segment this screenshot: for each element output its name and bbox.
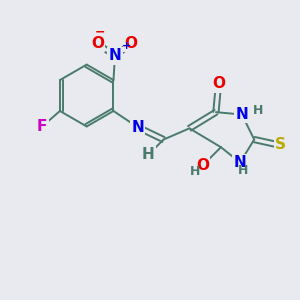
Text: S: S (275, 137, 286, 152)
Text: O: O (124, 36, 138, 51)
Text: H: H (253, 104, 263, 117)
Text: H: H (238, 164, 248, 177)
Text: O: O (196, 158, 209, 173)
Text: +: + (122, 40, 131, 51)
Text: H: H (190, 165, 201, 178)
Text: N: N (234, 155, 247, 170)
Text: F: F (37, 119, 47, 134)
Text: −: − (94, 25, 105, 38)
Text: N: N (236, 107, 248, 122)
Text: O: O (91, 36, 104, 51)
Text: N: N (109, 48, 121, 63)
Text: H: H (142, 147, 155, 162)
Text: O: O (212, 76, 225, 92)
Text: N: N (131, 120, 144, 135)
